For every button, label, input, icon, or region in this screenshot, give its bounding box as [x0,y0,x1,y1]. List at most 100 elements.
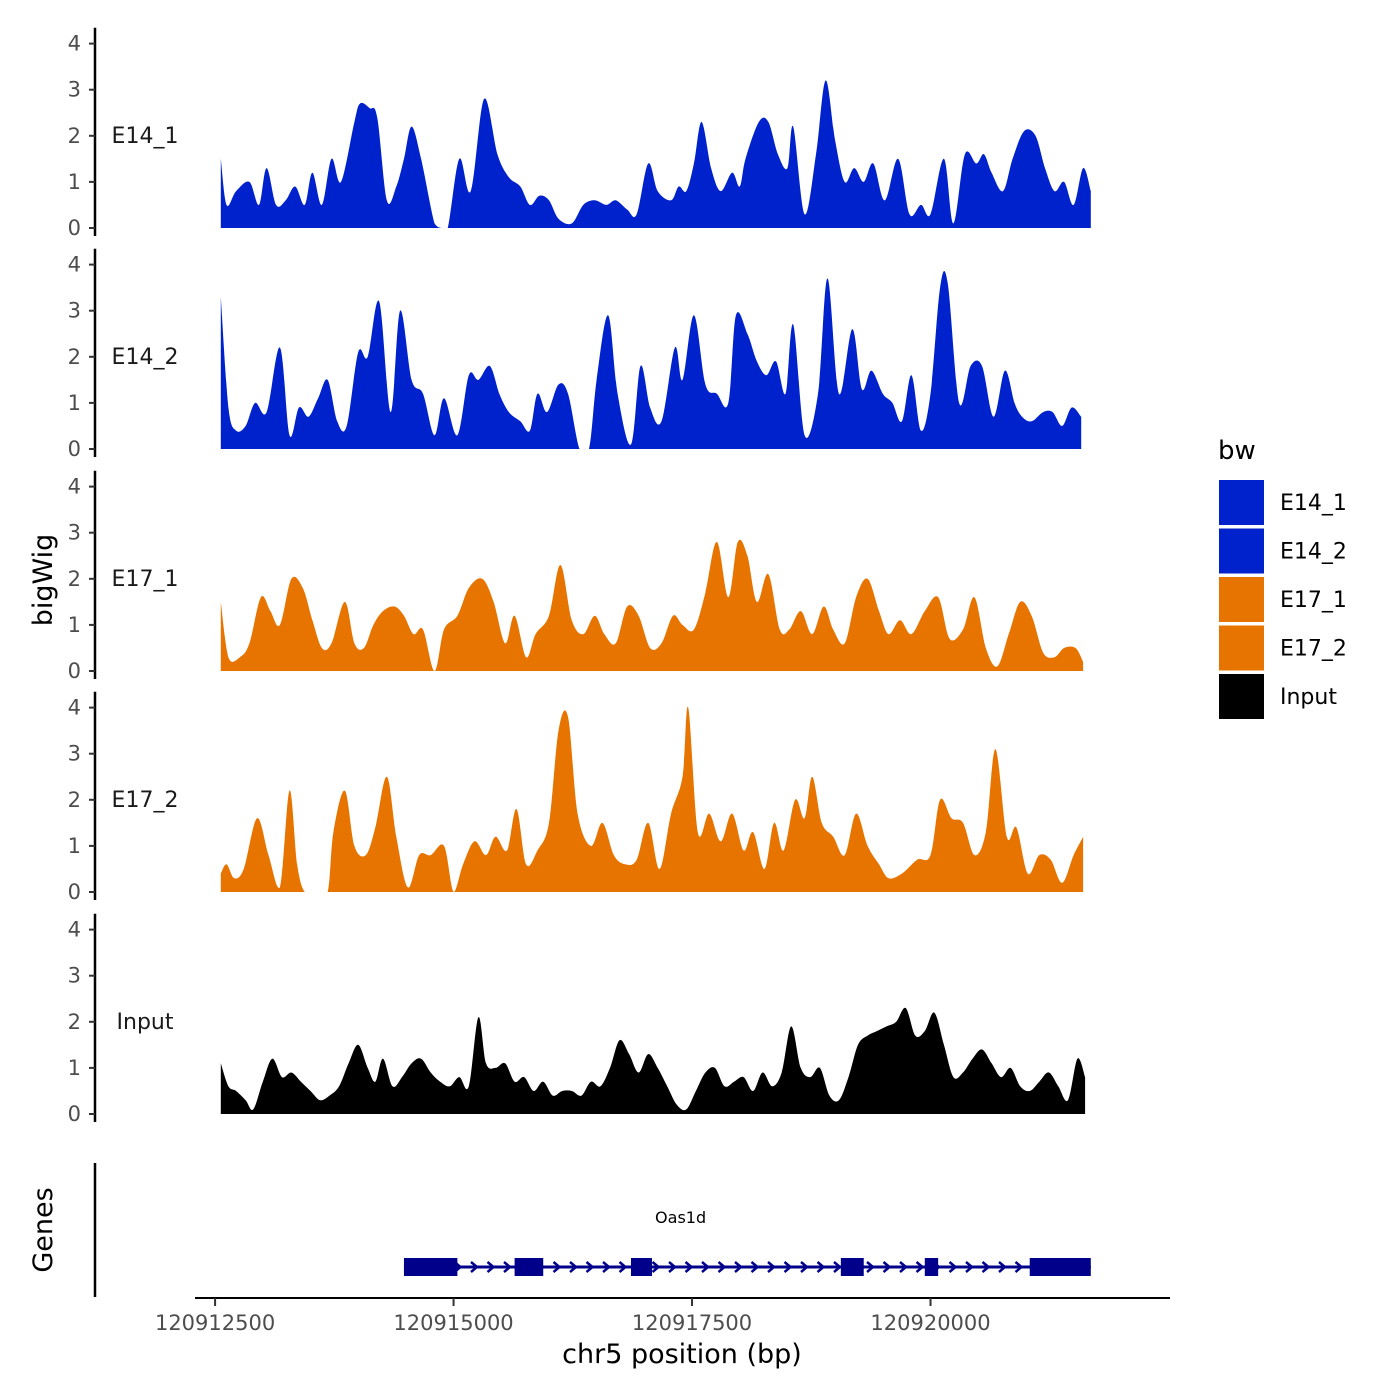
strand-chevron [998,1261,1007,1273]
x-axis-title: chr5 position (bp) [562,1339,802,1370]
legend-label-input: Input [1280,685,1337,710]
track-e14-2: 0 1 2 3 4 E14_2 [68,248,1082,461]
gene-exon [1029,1258,1091,1276]
gene-exon [514,1258,544,1276]
strand-chevron [981,1261,991,1273]
track-label: E17_2 [112,788,179,813]
y-tick-label: 0 [68,880,81,904]
strand-chevron [750,1261,760,1273]
y-tick-label: 4 [68,32,81,56]
strand-chevron [948,1261,958,1273]
strand-chevron [569,1261,578,1273]
x-axis: 120912500 120915000 120917500 120920000 [155,1297,1170,1335]
y-tick-label: 3 [68,299,81,323]
y-tick-label: 3 [68,964,81,988]
strand-chevron [552,1261,562,1273]
strand-chevron [915,1261,925,1273]
y-tick-label: 3 [68,742,81,766]
x-tick-label: 120920000 [870,1311,990,1335]
y-tick-label: 4 [68,475,81,499]
strand-chevron [651,1261,661,1273]
coverage-area-e14-1 [220,80,1091,228]
legend: bw E14_1 E14_2 E17_1 E17_2 Input [1218,436,1347,719]
y-tick-label: 1 [68,391,81,415]
strand-chevron [866,1261,875,1273]
legend-label-e14-2: E14_2 [1280,540,1347,565]
track-label: E14_1 [112,124,179,149]
y-tick-label: 3 [68,521,81,545]
track-e17-2: 0 1 2 3 4 E17_2 [68,691,1084,904]
legend-swatch-e14-1 [1219,480,1264,525]
genes-panel: Oas1d [93,1163,1091,1297]
y-tick-label: 1 [68,1056,81,1080]
x-tick-label: 120912500 [155,1311,275,1335]
y-tick-label: 0 [68,1102,81,1126]
legend-swatch-e14-2 [1219,528,1264,574]
coverage-area-e17-1 [220,539,1084,671]
y-tick-label: 2 [68,788,81,812]
strand-chevron [882,1261,892,1273]
x-tick-label: 120917500 [632,1311,752,1335]
strand-chevron [684,1261,694,1273]
y-tick-label: 1 [68,613,81,637]
strand-chevron [602,1261,611,1273]
strand-chevron [701,1261,710,1273]
strand-chevron [816,1261,826,1273]
strand-chevron [1014,1261,1024,1273]
y-tick-label: 3 [68,78,81,102]
y-tick-label: 2 [68,567,81,591]
genes-axis-title: Genes [28,1187,59,1272]
y-tick-label: 0 [68,216,81,240]
track-label: Input [117,1010,174,1035]
legend-label-e17-2: E17_2 [1280,637,1347,662]
track-e17-1: 0 1 2 3 4 E17_1 [68,470,1084,683]
gene-exon [630,1258,652,1276]
coverage-area-e14-2 [220,270,1082,449]
strand-chevron [899,1261,908,1273]
gene-label: Oas1d [655,1208,706,1227]
strand-chevron [585,1261,595,1273]
strand-chevron [734,1261,743,1273]
y-tick-label: 4 [68,253,81,277]
gene-exon [924,1258,939,1276]
track-label: E17_1 [112,567,179,592]
legend-swatch-input [1219,674,1264,719]
y-tick-label: 1 [68,170,81,194]
strand-chevron [503,1261,512,1273]
y-tick-label: 2 [68,1010,81,1034]
strand-chevron [800,1261,809,1273]
strand-chevron [486,1261,496,1273]
legend-title: bw [1218,436,1256,466]
strand-chevron [767,1261,776,1273]
coverage-tracks: 0 1 2 3 4 E14_1 0 1 2 3 4 E14_2 0 1 2 3 4 E17_1 0 1 2 3 4 E17_2… [68,27,1091,1126]
y-tick-label: 0 [68,659,81,683]
y-tick-label: 1 [68,834,81,858]
y-tick-label: 4 [68,918,81,942]
strand-chevron [965,1261,974,1273]
y-tick-label: 0 [68,437,81,461]
legend-swatch-e17-1 [1219,577,1264,622]
strand-chevron [470,1261,479,1273]
track-input: 0 1 2 3 4 Input [68,913,1086,1126]
x-tick-label: 120915000 [393,1311,513,1335]
legend-swatch-e17-2 [1219,625,1264,671]
coverage-area-e17-2 [220,706,1084,892]
gene-exon [403,1258,458,1276]
strand-chevron [717,1261,727,1273]
strand-chevron [833,1261,842,1273]
track-e14-1: 0 1 2 3 4 E14_1 [68,27,1091,240]
y-axis-title: bigWig [28,534,59,627]
strand-chevron [668,1261,677,1273]
gene-exon [840,1258,864,1276]
coverage-area-input [220,1007,1086,1114]
y-tick-label: 4 [68,696,81,720]
track-label: E14_2 [112,345,179,370]
legend-label-e17-1: E17_1 [1280,588,1347,613]
y-tick-label: 2 [68,124,81,148]
gene-model-oas1d [403,1258,1091,1276]
strand-chevron [783,1261,793,1273]
legend-label-e14-1: E14_1 [1280,491,1347,516]
strand-chevron [618,1261,628,1273]
y-tick-label: 2 [68,345,81,369]
